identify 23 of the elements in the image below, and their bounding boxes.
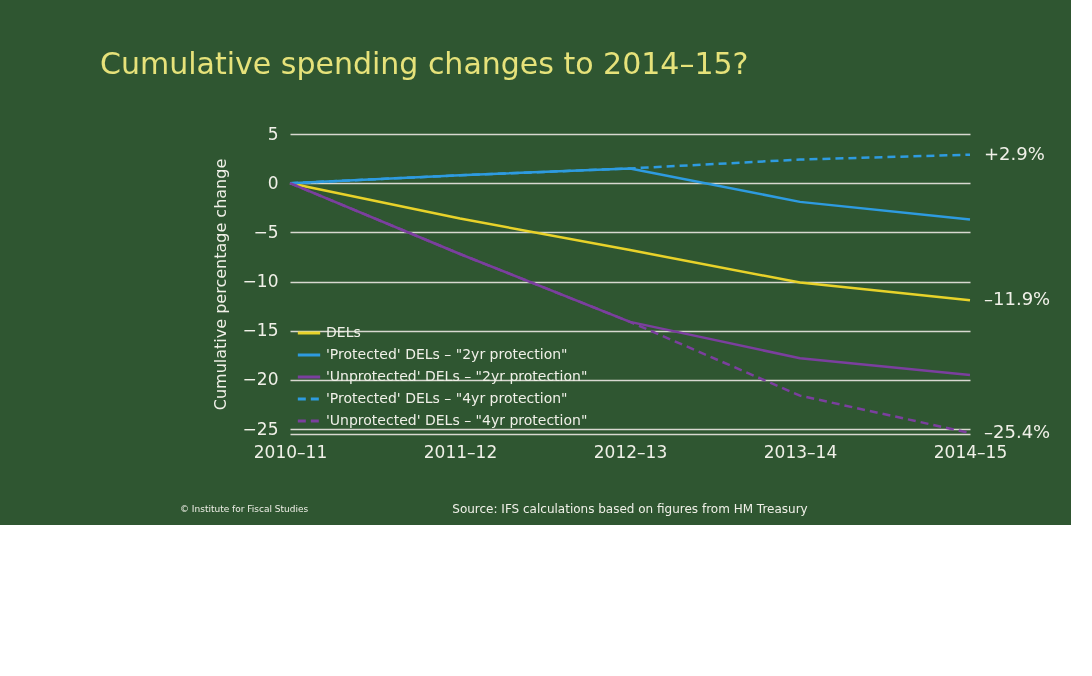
source-note: Source: IFS calculations based on figures from HM Treasury — [452, 502, 808, 516]
annotation: –11.9% — [984, 288, 1051, 310]
y-tick-label: −5 — [253, 221, 279, 242]
annotation: +2.9% — [984, 142, 1045, 164]
legend-label: 'Protected' DELs – "2yr protection" — [326, 346, 568, 362]
legend-label: 'Protected' DELs – "4yr protection" — [326, 390, 568, 406]
x-tick-label: 2013–14 — [763, 441, 838, 462]
x-tick-label: 2011–12 — [423, 441, 498, 462]
y-tick-label: 5 — [267, 123, 279, 144]
legend-label: 'Unprotected' DELs – "2yr protection" — [326, 368, 588, 384]
x-tick-label: 2014–15 — [933, 441, 1008, 462]
x-tick-label: 2012–13 — [593, 441, 668, 462]
y-tick-label: −25 — [242, 418, 279, 439]
y-tick-label: −20 — [242, 369, 279, 390]
y-axis-title: Cumulative percentage change — [210, 158, 230, 411]
y-tick-label: −10 — [242, 271, 279, 292]
text: © Institute for Fiscal Studies — [180, 504, 309, 514]
y-tick-label: −15 — [242, 320, 279, 341]
x-tick-label: 2010–11 — [253, 441, 328, 462]
annotation: –25.4% — [984, 421, 1051, 443]
y-tick-label: 0 — [267, 172, 279, 193]
chart-title: Cumulative spending changes to 2014–15? — [100, 46, 749, 81]
legend-label: 'Unprotected' DELs – "4yr protection" — [326, 412, 588, 428]
